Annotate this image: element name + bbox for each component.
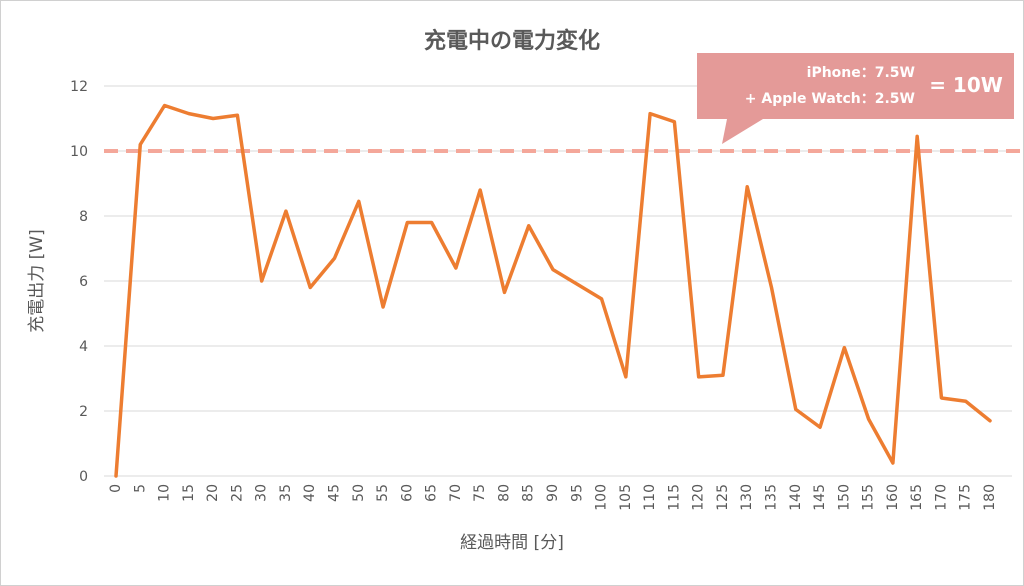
y-tick-labels: 0 2 4 6 8 10 12 (70, 79, 88, 485)
y-tick-label: 4 (79, 339, 88, 355)
x-tick-label: 115 (666, 484, 682, 511)
x-tick-label: 145 (812, 484, 828, 511)
x-tick-label: 65 (424, 484, 440, 502)
x-tick-label: 60 (399, 484, 415, 502)
x-tick-label: 180 (982, 484, 998, 511)
x-tick-label: 130 (739, 484, 755, 511)
annotation-result: = 10W (929, 73, 1003, 97)
x-tick-label: 85 (521, 484, 537, 502)
x-tick-labels: 0 5 10 15 20 25 30 35 40 45 50 55 60 65 70 75 80 85 90 95 10… (108, 484, 998, 511)
y-tick-label: 2 (79, 404, 88, 420)
x-tick-label: 20 (205, 484, 221, 502)
x-tick-label: 165 (909, 484, 925, 511)
annotation-callout: iPhone：7.5W + Apple Watch：2.5W = 10W (697, 53, 1014, 144)
annotation-line-2: + Apple Watch：2.5W (745, 91, 915, 107)
x-axis-label: 経過時間 [分] (460, 533, 564, 553)
x-tick-label: 90 (545, 484, 561, 502)
x-tick-label: 135 (764, 484, 780, 511)
x-tick-label: 110 (642, 484, 658, 511)
x-tick-label: 105 (618, 484, 634, 511)
annotation-bubble (697, 53, 1014, 144)
x-tick-label: 170 (933, 484, 949, 511)
y-tick-label: 12 (70, 79, 88, 95)
annotation-line-1: iPhone：7.5W (807, 65, 915, 81)
y-tick-label: 10 (70, 144, 88, 160)
y-axis-label: 充電出力 [W] (27, 229, 47, 332)
y-tick-label: 6 (79, 274, 88, 290)
x-tick-label: 50 (351, 484, 367, 502)
x-tick-label: 150 (836, 484, 852, 511)
x-tick-label: 0 (108, 484, 124, 493)
x-tick-label: 35 (278, 484, 294, 502)
x-tick-label: 75 (472, 484, 488, 502)
series-line (114, 103, 992, 478)
y-tick-label: 0 (79, 469, 88, 485)
x-tick-label: 155 (861, 484, 877, 511)
x-tick-label: 40 (302, 484, 318, 502)
x-tick-label: 125 (715, 484, 731, 511)
x-tick-label: 55 (375, 484, 391, 502)
x-tick-label: 15 (181, 484, 197, 502)
x-tick-label: 175 (958, 484, 974, 511)
x-tick-label: 80 (496, 484, 512, 502)
chart-title: 充電中の電力変化 (424, 28, 600, 54)
x-tick-label: 10 (157, 484, 173, 502)
y-tick-label: 8 (79, 209, 88, 225)
x-tick-label: 30 (254, 484, 270, 502)
x-tick-label: 100 (594, 484, 610, 511)
x-tick-label: 160 (885, 484, 901, 511)
x-tick-label: 45 (327, 484, 343, 502)
x-tick-label: 140 (788, 484, 804, 511)
x-tick-label: 120 (691, 484, 707, 511)
x-tick-label: 95 (569, 484, 585, 502)
x-tick-label: 5 (132, 484, 148, 493)
x-tick-label: 25 (229, 484, 245, 502)
x-tick-label: 70 (448, 484, 464, 502)
